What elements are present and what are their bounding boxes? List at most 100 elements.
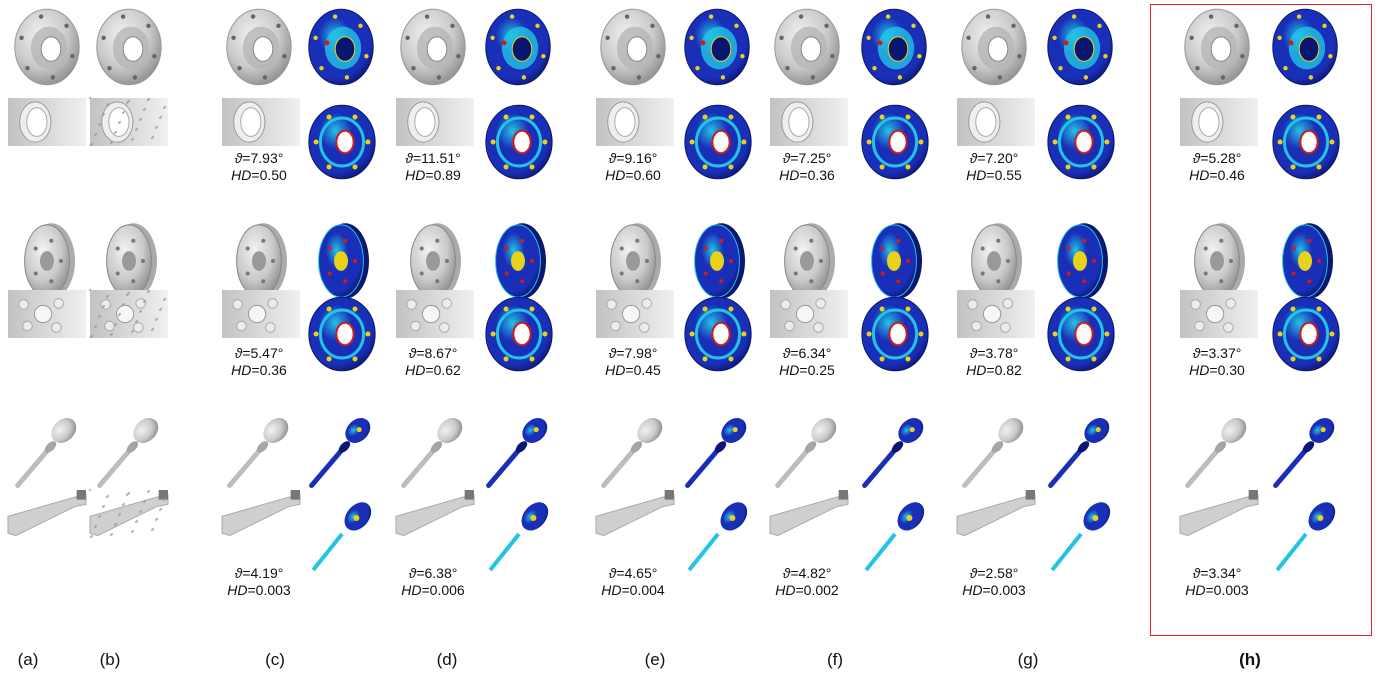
flange-error-zoom-e [684,104,752,180]
theta-symbol: ϑ [405,150,413,166]
theta-value: =7.93° [242,150,284,166]
theta-value: =8.67° [416,345,458,361]
theta-value: =4.82° [790,565,832,581]
theta-value: =5.47° [242,345,284,361]
wheel-result-f [784,223,835,299]
hd-symbol: HD [779,167,800,183]
theta-value: =6.38° [416,565,458,581]
hd-symbol: HD [605,167,626,183]
column-label-g: (g) [1017,650,1039,669]
hd-symbol: HD [601,582,622,598]
screwdriver-result-zoom-e [595,490,675,538]
wheel-error-zoom-g [1047,296,1115,372]
column-label-c: (c) [265,650,285,669]
flange-result-c [226,8,292,86]
wheel-error-zoom-c [308,296,376,372]
screwdriver-result-zoom-f [769,490,849,538]
theta-value: =2.58° [977,565,1019,581]
theta-symbol: ϑ [408,565,417,581]
flange-error-zoom-f [861,104,929,180]
hd-value: =0.30 [1209,362,1245,378]
theta-symbol: ϑ [608,565,617,581]
theta-value: =5.28° [1200,150,1242,166]
screwdriver-result-g [962,418,1024,488]
theta-symbol: ϑ [782,345,791,361]
screwdriver-overview-b [97,418,159,488]
hd-value: =0.006 [421,582,465,598]
flange-error-map-h [1272,8,1338,86]
metrics-screwdriver-e: ϑ=4.65° HD=0.004 [578,565,688,599]
theta-value: =11.51° [412,150,461,166]
flange-result-e [600,8,666,86]
wheel-zoom-a [8,290,86,338]
hd-value: =0.50 [251,167,287,183]
flange-error-zoom-c [308,104,376,180]
screwdriver-result-h [1185,418,1247,488]
screwdriver-result-zoom-g [956,490,1036,538]
flange-overview-a [14,8,80,86]
theta-value: =3.37° [1200,345,1242,361]
screwdriver-error-map-g [1048,418,1110,488]
flange-result-zoom-f [770,98,848,146]
wheel-error-map-g [1057,223,1108,299]
screwdriver-error-zoom-f [864,502,925,572]
metrics-wheel-d: ϑ=8.67° HD=0.62 [378,345,488,379]
hd-value: =0.89 [425,167,461,183]
wheel-error-zoom-e [684,296,752,372]
flange-result-zoom-e [596,98,674,146]
theta-value: =4.19° [242,565,284,581]
hd-symbol: HD [1185,582,1206,598]
screwdriver-result-zoom-h [1179,490,1259,538]
screwdriver-error-map-h [1273,418,1335,488]
metrics-wheel-f: ϑ=6.34° HD=0.25 [752,345,862,379]
hd-symbol: HD [405,362,426,378]
theta-symbol: ϑ [782,150,791,166]
theta-symbol: ϑ [782,565,791,581]
theta-value: =3.34° [1200,565,1242,581]
wheel-result-zoom-e [596,290,674,338]
hd-value: =0.60 [625,167,661,183]
hd-value: =0.004 [621,582,665,598]
hd-value: =0.36 [251,362,287,378]
flange-result-g [961,8,1027,86]
highlight-box-h [1150,4,1372,636]
metrics-wheel-e: ϑ=7.98° HD=0.45 [578,345,688,379]
wheel-error-map-f [871,223,922,299]
hd-symbol: HD [966,167,987,183]
theta-symbol: ϑ [1192,150,1201,166]
screwdriver-error-zoom-e [687,502,748,572]
screwdriver-error-zoom-c [311,502,372,572]
wheel-error-map-h [1282,223,1333,299]
column-label-e: (e) [644,650,666,669]
wheel-zoom-b [88,288,168,339]
flange-error-map-g [1047,8,1113,86]
metrics-flange-f: ϑ=7.25° HD=0.36 [752,150,862,184]
wheel-error-zoom-f [861,296,929,372]
flange-zoom-a [8,98,86,146]
wheel-result-zoom-h [1180,290,1258,338]
wheel-error-map-d [495,223,546,299]
theta-symbol: ϑ [1192,345,1201,361]
theta-value: =7.20° [977,150,1019,166]
theta-symbol: ϑ [1192,565,1201,581]
theta-symbol: ϑ [234,565,243,581]
screwdriver-error-map-d [486,418,548,488]
hd-symbol: HD [231,167,252,183]
theta-symbol: ϑ [969,150,978,166]
metrics-screwdriver-d: ϑ=6.38° HD=0.006 [378,565,488,599]
theta-symbol: ϑ [234,345,243,361]
theta-value: =3.78° [977,345,1019,361]
metrics-screwdriver-g: ϑ=2.58° HD=0.003 [939,565,1049,599]
screwdriver-error-zoom-d [488,502,549,572]
flange-error-map-d [485,8,551,86]
metrics-screwdriver-h: ϑ=3.34° HD=0.003 [1162,565,1272,599]
wheel-result-h [1194,223,1245,299]
theta-symbol: ϑ [608,345,617,361]
flange-result-zoom-h [1180,98,1258,146]
screwdriver-result-e [601,418,663,488]
metrics-screwdriver-f: ϑ=4.82° HD=0.002 [752,565,862,599]
hd-symbol: HD [401,582,422,598]
hd-value: =0.36 [799,167,835,183]
metrics-flange-g: ϑ=7.20° HD=0.55 [939,150,1049,184]
theta-symbol: ϑ [608,150,617,166]
